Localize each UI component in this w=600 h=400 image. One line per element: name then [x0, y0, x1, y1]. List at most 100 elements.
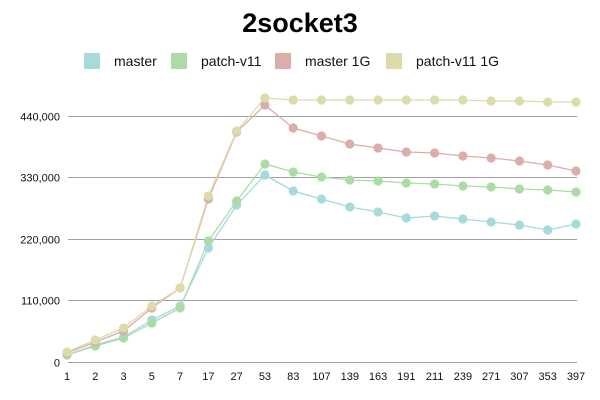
- data-point: [288, 167, 298, 177]
- data-point: [458, 214, 468, 224]
- data-point: [543, 160, 553, 170]
- x-tick-label: 139: [341, 371, 359, 383]
- data-point: [316, 131, 327, 141]
- data-point: [571, 187, 581, 197]
- x-tick-label: 307: [510, 371, 528, 383]
- data-point: [430, 179, 440, 189]
- data-point: [458, 181, 468, 191]
- data-point: [260, 170, 270, 180]
- legend-item-master-1g: master 1G: [275, 53, 370, 69]
- data-point: [90, 335, 100, 345]
- data-point: [345, 139, 355, 149]
- data-point: [232, 126, 242, 136]
- x-tick-label: 1: [64, 371, 70, 383]
- x-tick-label: 5: [149, 371, 155, 383]
- series-line: [66, 104, 577, 354]
- y-tick-label: 330,000: [20, 173, 60, 185]
- y-tick-label: 220,000: [20, 235, 60, 247]
- data-point: [316, 95, 327, 105]
- data-point: [316, 194, 327, 204]
- x-tick-label: 239: [454, 371, 472, 383]
- data-point: [175, 283, 185, 293]
- data-point: [486, 217, 496, 227]
- data-point: [401, 178, 411, 188]
- data-point: [260, 100, 270, 110]
- data-point: [486, 182, 496, 192]
- x-tick-label: 191: [397, 371, 415, 383]
- data-point: [514, 156, 525, 166]
- data-point: [203, 243, 213, 253]
- x-tick-label: 27: [231, 371, 243, 383]
- legend-swatch: [275, 53, 291, 69]
- data-point: [373, 95, 383, 105]
- data-point: [203, 191, 213, 201]
- data-point: [118, 333, 129, 343]
- data-point: [147, 318, 157, 328]
- data-point: [430, 148, 440, 158]
- data-point: [288, 186, 298, 196]
- y-tick-label: 440,000: [20, 112, 60, 124]
- legend-label: master: [114, 53, 157, 69]
- y-tick-label: 110,000: [21, 296, 60, 308]
- data-point: [175, 303, 185, 313]
- data-point: [571, 97, 581, 107]
- data-point: [345, 95, 355, 105]
- data-point: [260, 93, 270, 103]
- data-point: [62, 347, 72, 357]
- x-tick-label: 7: [177, 371, 183, 383]
- legend: master patch-v11 master 1G patch-v11 1G: [0, 53, 600, 73]
- data-point: [430, 211, 440, 221]
- data-point: [486, 153, 496, 163]
- data-point: [514, 96, 525, 106]
- data-point: [543, 225, 553, 235]
- x-tick-label: 53: [259, 371, 271, 383]
- legend-item-patch-v11-1g: patch-v11 1G: [386, 53, 499, 69]
- data-point: [486, 96, 496, 106]
- x-tick-label: 211: [426, 371, 444, 383]
- legend-swatch: [171, 53, 187, 69]
- data-point: [118, 323, 129, 333]
- x-tick-label: 2: [92, 371, 98, 383]
- data-point: [571, 166, 581, 176]
- legend-swatch: [386, 53, 402, 69]
- data-point: [373, 207, 383, 217]
- data-point: [373, 176, 383, 186]
- data-point: [316, 172, 327, 182]
- x-tick-label: 17: [202, 371, 214, 383]
- data-point: [401, 95, 411, 105]
- data-point: [373, 143, 383, 153]
- x-tick-label: 83: [287, 371, 299, 383]
- data-point: [543, 97, 553, 107]
- data-point: [260, 159, 270, 169]
- x-tick-label: 163: [369, 371, 387, 383]
- data-point: [288, 95, 298, 105]
- data-point: [232, 196, 242, 206]
- x-tick-label: 3: [120, 371, 126, 383]
- data-point: [571, 219, 581, 229]
- data-point: [147, 301, 157, 311]
- data-point: [345, 175, 355, 185]
- legend-label: patch-v11: [201, 53, 262, 69]
- data-point: [401, 147, 411, 157]
- legend-item-patch-v11: patch-v11: [171, 53, 261, 69]
- data-point: [288, 123, 298, 133]
- data-point: [430, 95, 440, 105]
- data-point: [401, 213, 411, 223]
- legend-label: patch-v11 1G: [416, 53, 500, 69]
- data-point: [345, 202, 355, 212]
- data-point: [514, 220, 525, 230]
- data-point: [543, 185, 553, 195]
- legend-swatch: [84, 53, 100, 69]
- x-tick-label: 353: [539, 371, 557, 383]
- x-tick-label: 107: [312, 371, 330, 383]
- data-point: [458, 151, 468, 161]
- legend-label: master 1G: [305, 53, 371, 69]
- chart-title: 2socket3: [242, 8, 358, 38]
- data-point: [458, 95, 468, 105]
- x-tick-label: 397: [567, 371, 585, 383]
- series-line: [66, 163, 577, 356]
- x-tick-label: 271: [482, 371, 500, 383]
- legend-item-master: master: [84, 53, 157, 69]
